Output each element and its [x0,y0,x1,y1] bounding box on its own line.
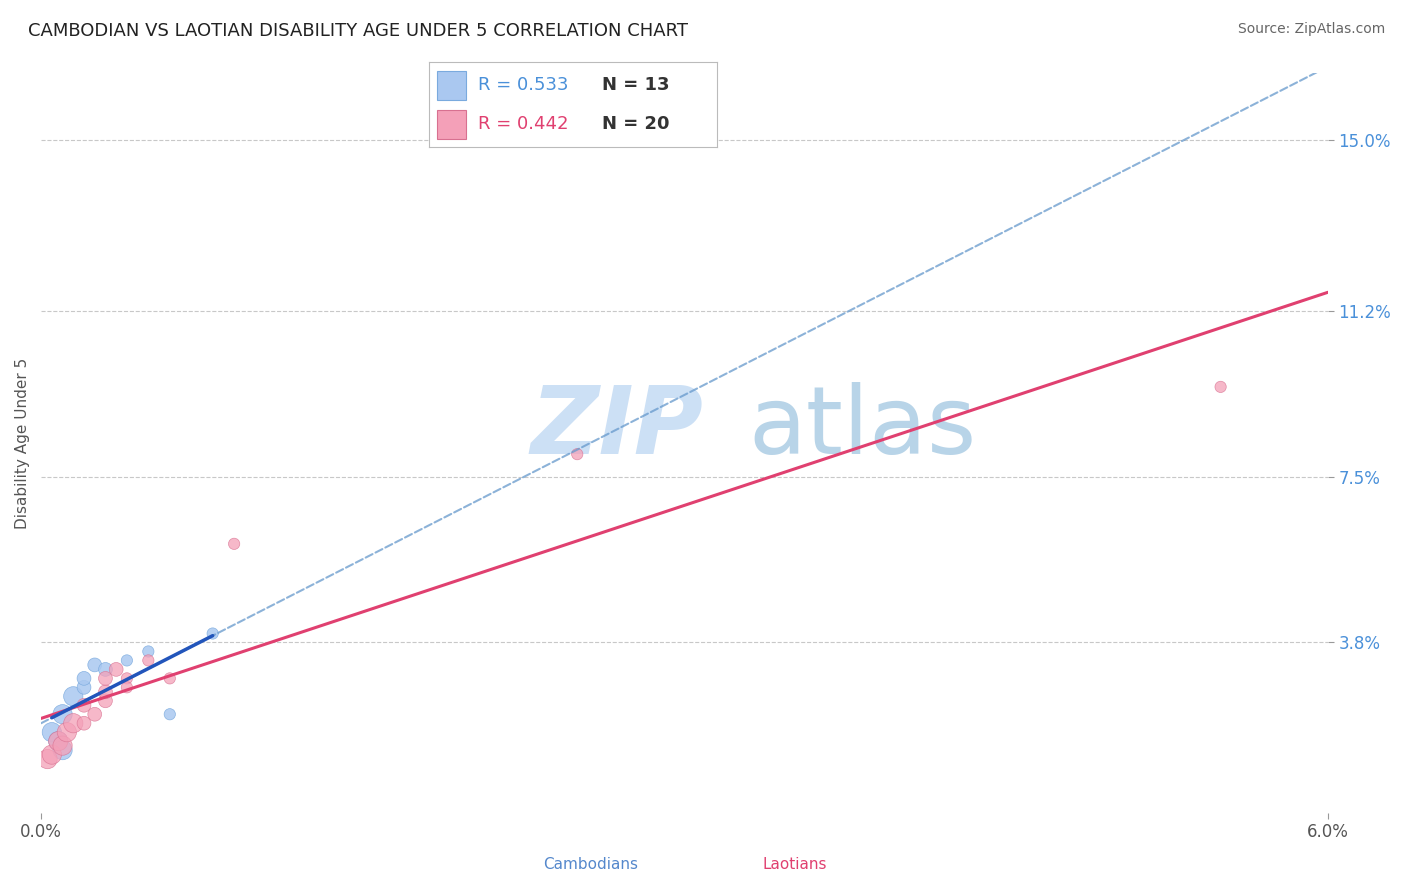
Text: Cambodians: Cambodians [543,857,638,872]
Point [62,690,84,704]
Point [94,662,117,676]
Point [73,716,96,731]
Text: atlas: atlas [749,382,977,475]
Point [56,725,79,739]
Point [138,644,160,658]
Point [73,681,96,695]
Text: R = 0.533: R = 0.533 [478,77,568,95]
Point [94,694,117,708]
Point [115,681,138,695]
FancyBboxPatch shape [437,110,467,139]
Point [41,747,63,762]
Point [201,626,224,640]
Point [105,662,128,676]
Point [46,734,69,748]
Text: R = 0.442: R = 0.442 [478,115,568,133]
Point [37,752,59,766]
Point [51,743,73,757]
Point [73,672,96,686]
Point [159,707,181,722]
Text: CAMBODIAN VS LAOTIAN DISABILITY AGE UNDER 5 CORRELATION CHART: CAMBODIAN VS LAOTIAN DISABILITY AGE UNDE… [28,22,688,40]
Point [94,672,117,686]
Point [115,653,138,667]
Point [115,672,138,686]
Text: ZIP: ZIP [530,382,703,475]
Point [83,707,105,722]
Point [567,447,589,461]
Point [1209,380,1232,394]
Point [51,707,73,722]
Point [51,739,73,753]
Point [46,734,69,748]
Point [83,657,105,672]
Point [41,725,63,739]
Point [159,672,181,686]
Point [94,685,117,699]
Text: Source: ZipAtlas.com: Source: ZipAtlas.com [1237,22,1385,37]
Point [62,716,84,731]
Text: N = 13: N = 13 [602,77,669,95]
Text: Laotians: Laotians [762,857,827,872]
Point [138,653,160,667]
Point [73,698,96,713]
FancyBboxPatch shape [437,71,467,100]
Point [224,537,246,551]
Y-axis label: Disability Age Under 5: Disability Age Under 5 [15,358,30,529]
Text: N = 20: N = 20 [602,115,669,133]
